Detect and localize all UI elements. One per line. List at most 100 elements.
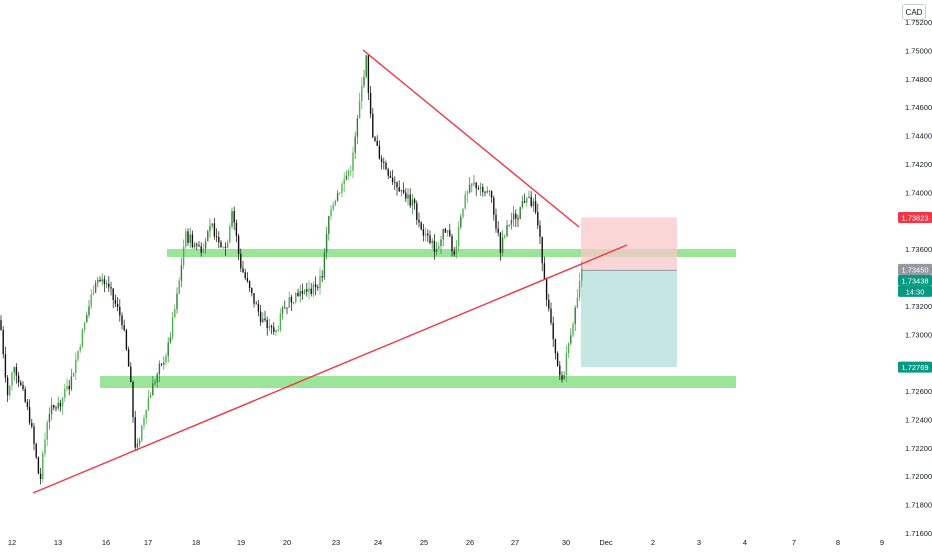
candle-body [189,234,191,243]
price-tags: 1.73823 1.73450 1.73438 14:30 1.72769 [898,211,932,373]
candle-body [400,190,403,192]
candles-layer [0,54,583,485]
resistance-trendline[interactable] [362,49,580,228]
candle-body [528,196,530,199]
candle-body [83,322,86,330]
candle-body [253,293,255,304]
candle-body [328,216,330,234]
candle-body [411,199,414,206]
candle-body [281,307,284,314]
candle-body [17,375,20,383]
x-tick-label: 25 [420,538,428,547]
candle-body [277,329,279,331]
candle-body [132,382,134,418]
x-tick-label: 30 [562,538,570,547]
candle-body [92,292,95,295]
position-layer [581,217,677,368]
x-tick-label: 27 [511,538,519,547]
candle-body [347,170,350,176]
currency-badge[interactable]: CAD [902,4,926,20]
y-tick-label: 1.72600 [905,387,932,396]
candle-body [167,342,169,356]
candle-body [103,279,106,284]
x-tick-label: 24 [374,538,382,547]
candle-body [545,278,548,300]
x-tick-label: 23 [332,538,340,547]
candle-body [554,339,557,354]
x-tick-label: 17 [144,538,152,547]
candle-body [330,209,332,217]
candle-body [394,181,396,183]
candle-body [345,175,348,180]
candle-body [53,404,55,408]
candle-body [464,194,466,209]
candle-body [490,190,493,198]
candle-body [440,239,442,246]
price-tag: 14:30 [898,285,932,297]
price-tag-label: 1.73450 [901,265,928,274]
candle-body [174,309,176,318]
candle-body [471,183,473,185]
candle-body [317,287,319,289]
candle-body [200,246,202,253]
candle-body [215,236,218,238]
candle-body [152,383,154,396]
candle-body [242,268,244,273]
y-tick-label: 1.74800 [905,75,932,84]
candle-body [521,201,524,208]
y-tick-label: 1.74400 [905,132,932,141]
candle-body [515,213,517,219]
candle-body [508,224,510,226]
candle-body [501,237,504,253]
candle-body [48,413,51,423]
candle-body [532,201,535,206]
candle-body [378,145,381,159]
candle-body [369,92,372,114]
candle-body [191,234,194,247]
candle-body [112,288,114,300]
candle-body [57,402,59,409]
x-tick-label: 19 [237,538,245,547]
candle-body [506,224,508,236]
candle-body [561,375,563,380]
candle-body [416,203,418,220]
support-trendline[interactable] [32,244,628,494]
candle-body [284,307,286,309]
candle-body [211,223,213,226]
candle-body [171,317,174,338]
candle-body [460,216,462,228]
candle-body [213,223,216,237]
candle-body [237,235,240,254]
candle-body [207,231,209,242]
candle-body [336,193,339,201]
candle-body [229,226,231,243]
candle-body [222,246,224,248]
candle-body [116,303,119,307]
candle-body [187,231,189,243]
candle-body [424,233,427,236]
candle-body [431,240,433,243]
candle-body [301,290,304,294]
candle-body [158,363,161,375]
candle-body [88,306,90,316]
candle-body [235,222,238,236]
candle-body [110,287,112,289]
candle-body [427,233,429,236]
candle-body [90,294,92,307]
stop-loss-zone[interactable] [581,217,677,271]
lower-support-zone [100,376,736,388]
candle-body [198,245,200,247]
candle-body [570,335,572,344]
take-profit-zone[interactable] [581,270,677,368]
candle-body [94,282,97,293]
candle-body [422,229,425,236]
candle-body [42,453,44,479]
candle-body [141,425,143,441]
candle-body [519,207,521,220]
candle-body [510,219,513,225]
candle-body [33,426,35,444]
x-tick-label: 2 [651,538,655,547]
candle-body [473,182,475,184]
